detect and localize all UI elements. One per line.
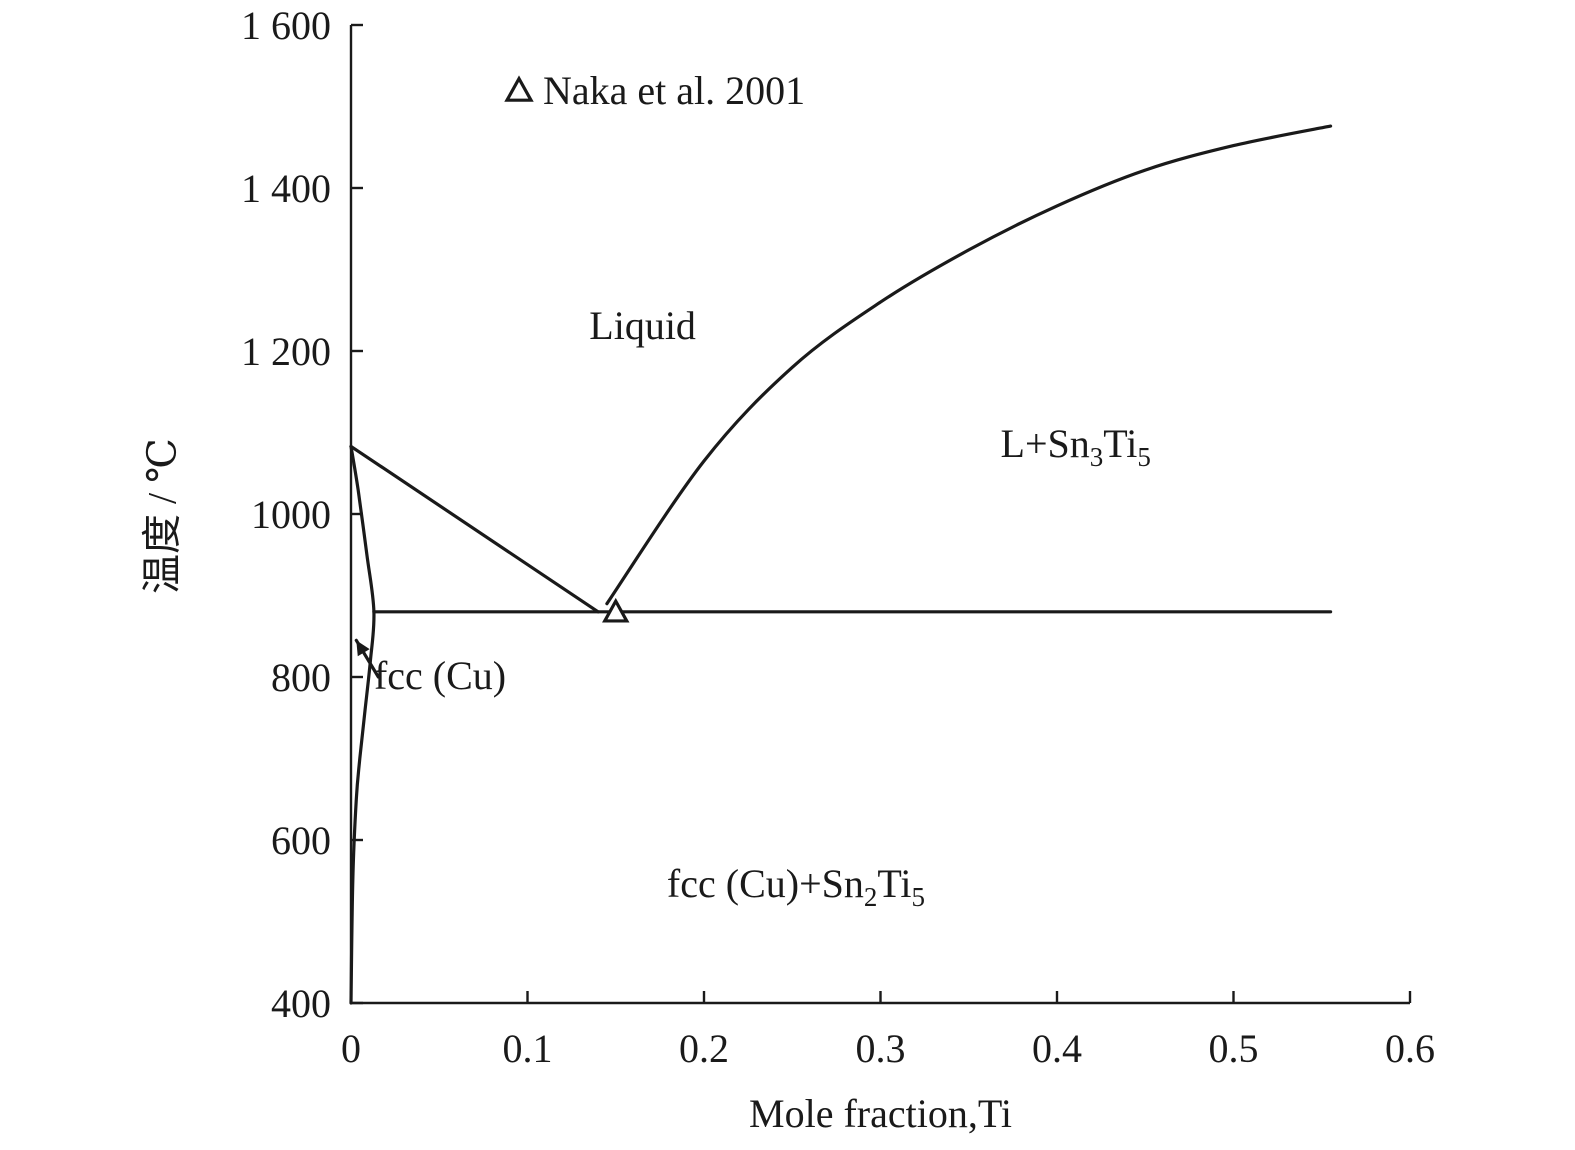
region-label-fcc-cu-sn2ti5: fcc (Cu)+Sn2Ti5 — [667, 861, 925, 912]
region-label-liquid: Liquid — [589, 303, 696, 348]
y-tick-label: 800 — [271, 655, 331, 700]
y-ticks: 400 600 800 1000 1 200 1 400 1 600 — [241, 3, 363, 1026]
axes — [349, 25, 1410, 1005]
y-tick-label: 1 200 — [241, 329, 331, 374]
data-point-triangle — [602, 597, 630, 623]
x-tick-label: 0.1 — [503, 1026, 553, 1071]
y-axis-title: 温度 / ℃ — [140, 438, 185, 594]
x-tick-label: 0.2 — [679, 1026, 729, 1071]
x-axis-title: Mole fraction,Ti — [749, 1091, 1012, 1136]
phase-boundaries — [349, 124, 1333, 1005]
x-tick-label: 0.6 — [1385, 1026, 1435, 1071]
curve-solidus-solvus — [349, 444, 376, 1005]
x-tick-label: 0 — [341, 1026, 361, 1071]
legend: Naka et al. 2001 — [504, 68, 805, 113]
arrow-head — [356, 640, 370, 657]
legend-label: Naka et al. 2001 — [543, 68, 805, 113]
region-label-l-sn3ti5: L+Sn3Ti5 — [1001, 421, 1151, 472]
y-tick-label: 600 — [271, 818, 331, 863]
curve-liquidus-left — [349, 444, 600, 614]
y-tick-label: 400 — [271, 981, 331, 1026]
data-points — [602, 597, 630, 623]
x-tick-label: 0.5 — [1209, 1026, 1259, 1071]
x-tick-label: 0.3 — [856, 1026, 906, 1071]
curve-liquidus-right — [605, 124, 1333, 606]
y-tick-label: 1 400 — [241, 166, 331, 211]
legend-triangle-marker — [504, 75, 534, 102]
y-tick-label: 1 600 — [241, 3, 331, 48]
x-tick-label: 0.4 — [1032, 1026, 1082, 1071]
fcc-pointer-arrow — [354, 638, 380, 679]
x-ticks: 0 0.1 0.2 0.3 0.4 0.5 0.6 — [341, 991, 1435, 1071]
region-label-fcc-cu: fcc (Cu) — [374, 653, 506, 698]
y-tick-label: 1000 — [251, 492, 331, 537]
